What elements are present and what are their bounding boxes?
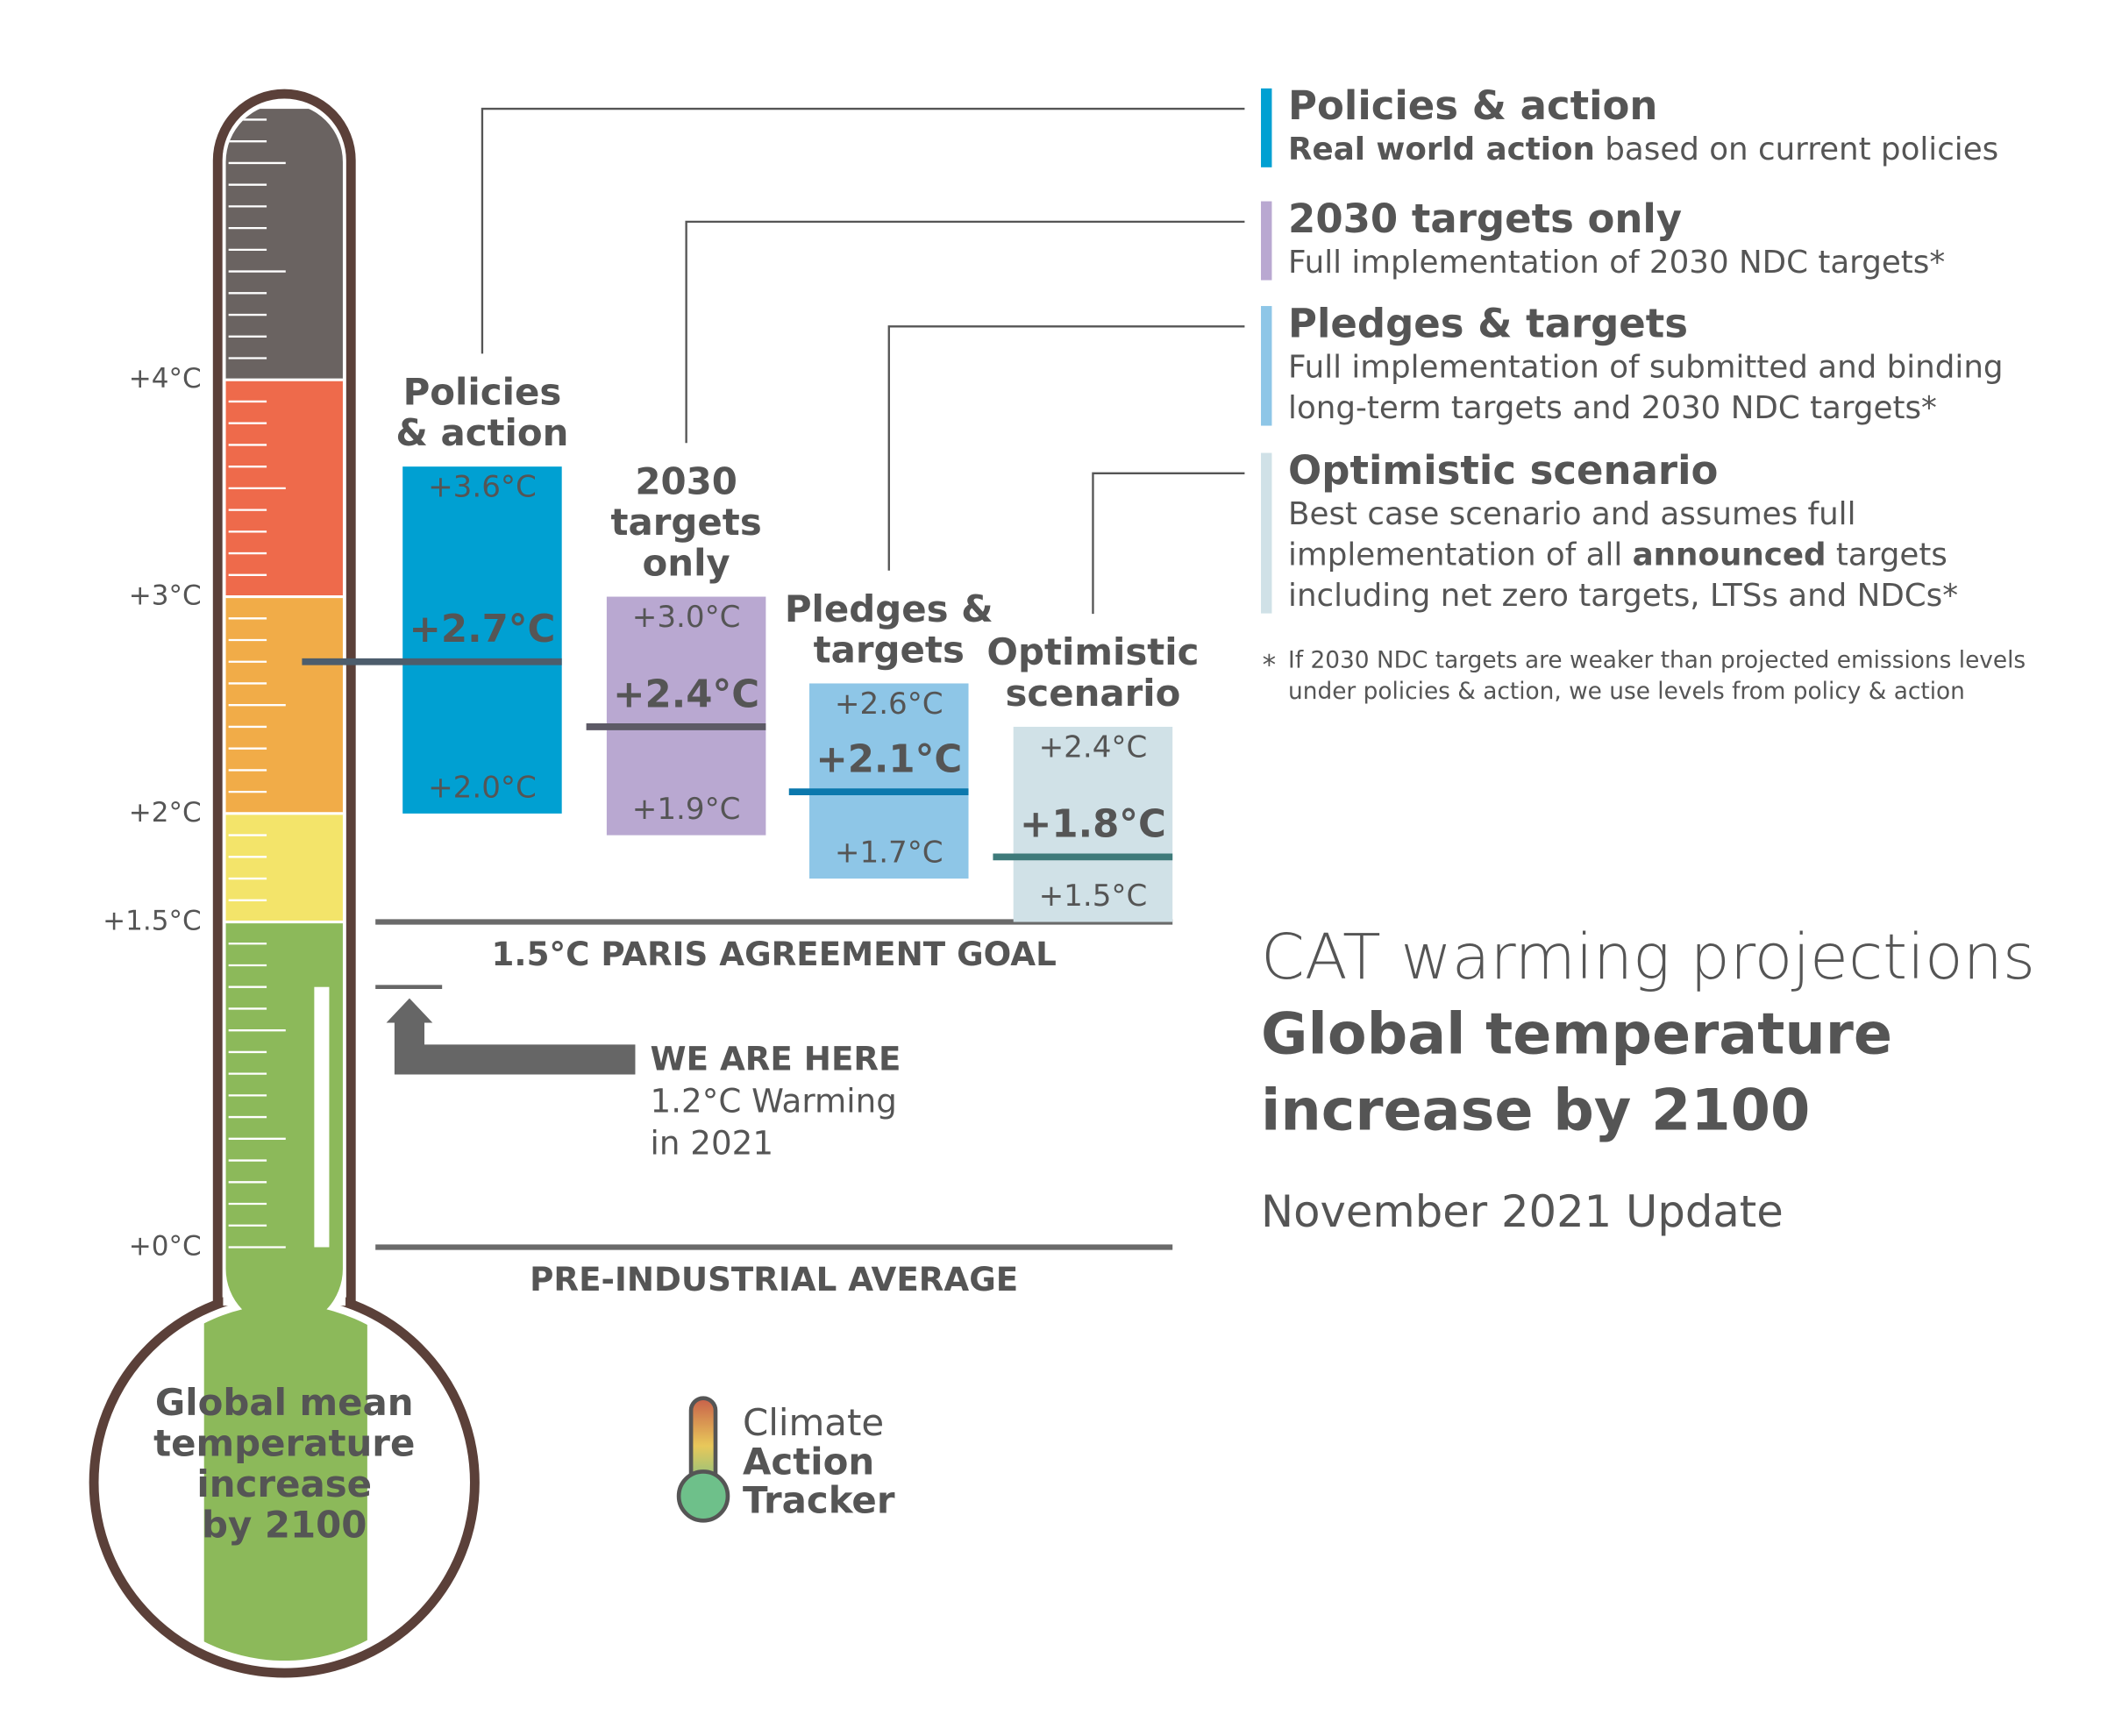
y-tick-label: +4°C — [129, 363, 202, 395]
current-level-bar — [314, 986, 330, 1248]
logo-text: Tracker — [743, 1479, 895, 1522]
scenario-range — [809, 683, 969, 879]
y-tick-label: +3°C — [129, 580, 202, 612]
current-label: WE ARE HERE — [651, 1039, 901, 1078]
mid-label: +2.1°C — [815, 738, 962, 782]
legend-title: Policies & action — [1288, 82, 1657, 129]
y-tick-label: +2°C — [129, 797, 202, 829]
high-label: +3.6°C — [428, 469, 537, 504]
scenario-range — [606, 596, 766, 836]
temperature-band — [203, 109, 367, 381]
legend-swatch — [1261, 201, 1272, 281]
title: CAT warming projections — [1261, 921, 2035, 993]
legend-description: implementation of all announced targets — [1288, 537, 1948, 573]
reference-label: 1.5°C PARIS AGREEMENT GOAL — [492, 935, 1057, 973]
connector — [1092, 472, 1245, 615]
current-note: 1.2°C Warming — [651, 1082, 897, 1121]
footnote: If 2030 NDC targets are weaker than proj… — [1288, 647, 2026, 673]
legend-description: Real world action based on current polic… — [1288, 132, 1998, 167]
legend-description: including net zero targets, LTSs and NDC… — [1288, 578, 1958, 614]
logo-icon — [676, 1396, 730, 1523]
description-text: including net zero targets, LTSs and NDC… — [1288, 578, 1958, 614]
scenario-title: Policies — [403, 370, 562, 413]
description-text: based on current policies — [1595, 132, 1998, 167]
scenario-title: only — [643, 541, 730, 584]
legend-title: Optimistic scenario — [1288, 447, 1718, 494]
mid-label: +2.4°C — [613, 672, 759, 716]
high-label: +2.4°C — [1039, 729, 1148, 765]
scenario-title: Pledges & — [785, 587, 993, 630]
low-label: +1.7°C — [835, 836, 944, 871]
footnote: under policies & action, we use levels f… — [1288, 679, 1965, 705]
y-tick-label: +0°C — [129, 1230, 202, 1262]
legend-description: Best case scenario and assumes full — [1288, 496, 1855, 532]
logo-text: Action — [743, 1440, 874, 1483]
mid-label: +1.8°C — [1020, 803, 1166, 847]
description-text: Full implementation of submitted and bin… — [1288, 349, 2003, 385]
legend-description: long-term targets and 2030 NDC targets* — [1288, 390, 1937, 426]
current-note: in 2021 — [651, 1124, 773, 1163]
high-label: +2.6°C — [835, 687, 944, 722]
scenario-title: targets — [814, 628, 965, 671]
y-tick-label: +1.5°C — [103, 906, 201, 937]
description-text: Full implementation of 2030 NDC targets* — [1288, 245, 1945, 281]
update-date: November 2021 Update — [1261, 1186, 1784, 1237]
scenario-title: & action — [395, 411, 568, 454]
temperature-band — [203, 813, 367, 922]
logo-text: Climate — [743, 1401, 884, 1444]
footnote-mark: * — [1263, 650, 1277, 681]
description-text: long-term targets and 2030 NDC targets* — [1288, 390, 1937, 426]
low-label: +1.9°C — [632, 792, 741, 827]
bulb-label: by 2100 — [202, 1504, 367, 1547]
scenario-range — [402, 466, 562, 814]
reference-label: PRE-INDUSTRIAL AVERAGE — [530, 1260, 1018, 1298]
connector — [685, 220, 1245, 444]
connector — [481, 107, 1245, 354]
connector — [887, 325, 1245, 571]
description-text: Best case scenario and assumes full — [1288, 496, 1855, 532]
bulb-label: temperature — [153, 1421, 415, 1464]
description-text: targets — [1826, 537, 1948, 573]
legend-title: Pledges & targets — [1288, 300, 1688, 346]
scenario-title: scenario — [1005, 672, 1180, 715]
bulb-label: Global mean — [155, 1381, 414, 1424]
legend-swatch — [1261, 306, 1272, 426]
legend-description: Full implementation of submitted and bin… — [1288, 349, 2003, 385]
description-text: implementation of all — [1288, 537, 1633, 573]
subtitle: increase by 2100 — [1261, 1078, 1810, 1144]
description-bold: Real world action — [1288, 132, 1595, 167]
scenario-title: 2030 — [635, 459, 737, 502]
subtitle: Global temperature — [1261, 1002, 1892, 1068]
bulb-label: increase — [196, 1462, 372, 1505]
scenario-title: Optimistic — [986, 630, 1199, 673]
scenario-range — [1013, 726, 1173, 922]
description-bold: announced — [1633, 537, 1826, 573]
low-label: +1.5°C — [1039, 879, 1148, 914]
legend-description: Full implementation of 2030 NDC targets* — [1288, 245, 1945, 281]
chart-body: +0°C +1.5°C +2°C +3°C +4°C Global meantempera… — [103, 82, 2035, 1546]
legend-swatch — [1261, 452, 1272, 614]
legend-title: 2030 targets only — [1288, 196, 1682, 242]
current-arrow — [386, 998, 636, 1075]
mid-label: +2.7°C — [409, 608, 556, 651]
legend-swatch — [1261, 88, 1272, 167]
scenario-title: targets — [611, 501, 762, 544]
thermometer-fill — [203, 109, 367, 1661]
high-label: +3.0°C — [632, 600, 741, 635]
low-label: +2.0°C — [428, 770, 537, 805]
